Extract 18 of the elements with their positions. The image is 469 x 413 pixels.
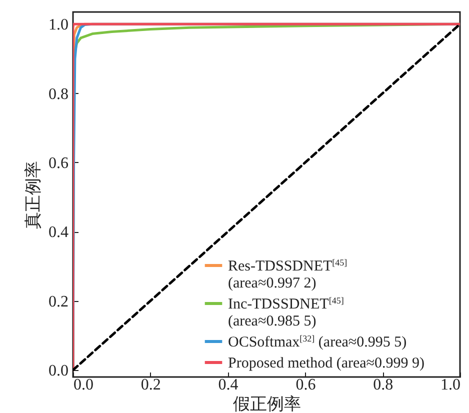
x-tick-label: 0.8 <box>373 376 394 394</box>
text: Res-TDSSDNET$^{[45]}$ (area≈0.997 2) <box>228 258 348 292</box>
x-tick-label: 0.4 <box>218 376 238 394</box>
x-axis-title: 假正例率 <box>233 394 301 413</box>
y-tick-label: 0.8 <box>48 86 68 103</box>
x-tick-label: 0.2 <box>140 376 161 394</box>
y-tick-label: 0.0 <box>48 362 68 380</box>
y-tick-label: 0.2 <box>48 293 68 310</box>
legend-label: OCSoftmax$^{[32]}$ (area≈0.995 5) <box>228 334 407 350</box>
y-axis-title: 真正例率 <box>24 161 42 229</box>
x-tick-label: 0.0 <box>74 376 94 394</box>
legend-label: Proposed method (area≈0.999 9) <box>228 356 425 372</box>
y-tick-label: 0.4 <box>48 224 68 242</box>
y-tick-label: 0.6 <box>48 155 68 172</box>
x-tick-label: 0.6 <box>296 376 316 394</box>
text: Inc-TDSSDNET$^{[45]}$ (area≈0.985 5) <box>228 296 344 330</box>
x-tick-label: 1.0 <box>440 376 460 394</box>
y-tick-label: 1.0 <box>48 16 68 34</box>
